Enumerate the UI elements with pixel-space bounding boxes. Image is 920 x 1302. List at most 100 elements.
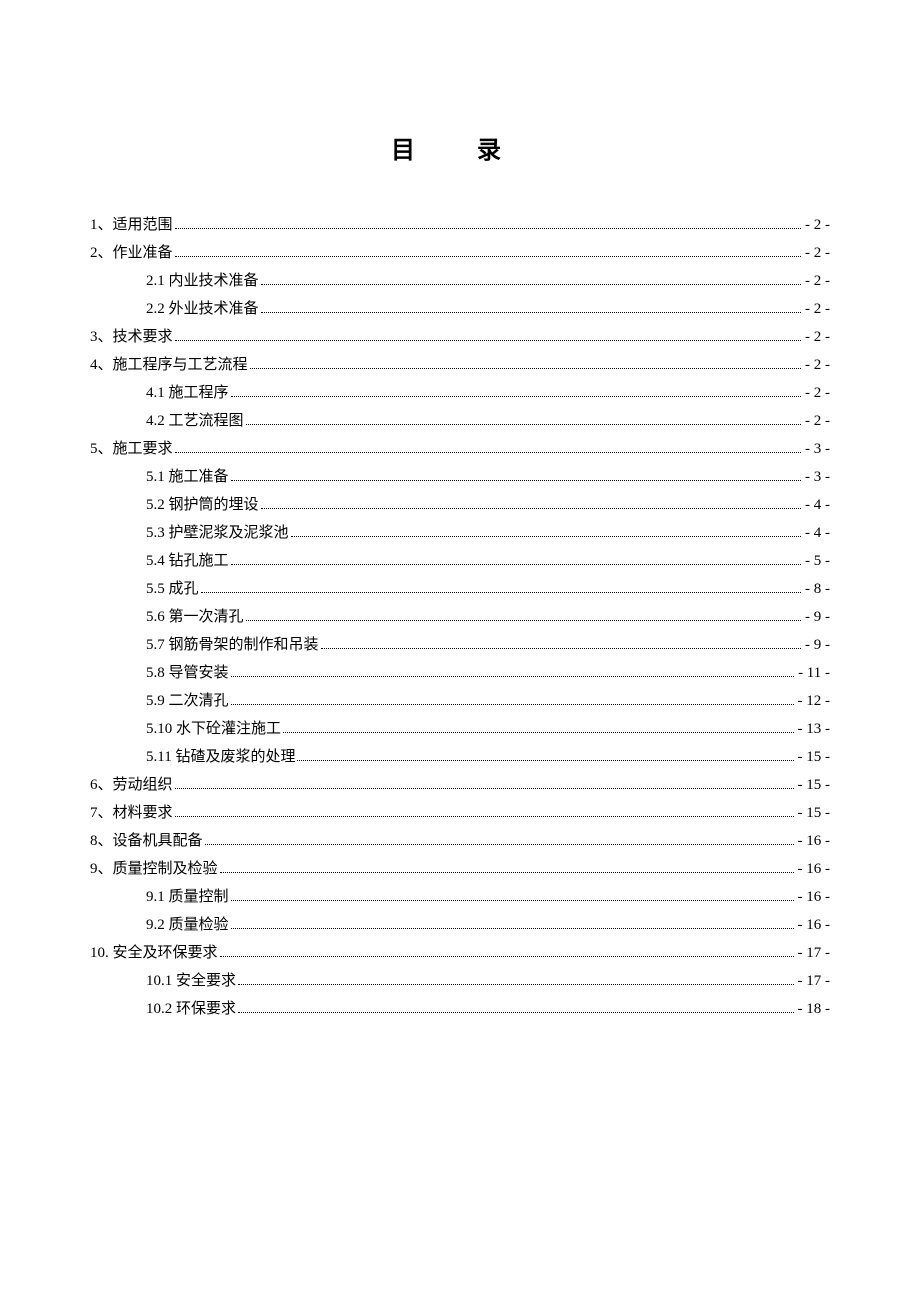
toc-entry: 8、设备机具配备 - 16 - — [90, 829, 830, 855]
toc-entry-label: 3、技术要求 — [90, 325, 173, 351]
toc-entry-page: - 2 - — [805, 241, 830, 267]
toc-leader-dots — [231, 396, 801, 397]
toc-leader-dots — [238, 984, 793, 985]
toc-leader-dots — [283, 732, 793, 733]
toc-entry: 5.8 导管安装 - 11 - — [90, 661, 830, 687]
toc-entry-page: - 2 - — [805, 213, 830, 239]
toc-leader-dots — [231, 704, 794, 705]
toc-entry-label: 10. 安全及环保要求 — [90, 941, 218, 967]
toc-entry: 5.4 钻孔施工- 5 - — [90, 549, 830, 575]
toc-entry: 6、劳动组织 - 15 - — [90, 773, 830, 799]
toc-entry-label: 2.2 外业技术准备 — [146, 297, 259, 323]
toc-leader-dots — [321, 648, 801, 649]
toc-leader-dots — [246, 424, 801, 425]
toc-entry: 5、施工要求- 3 - — [90, 437, 830, 463]
toc-entry: 2.2 外业技术准备 - 2 - — [90, 297, 830, 323]
toc-entry-page: - 2 - — [805, 409, 830, 435]
toc-leader-dots — [261, 284, 801, 285]
toc-entry: 4、施工程序与工艺流程- 2 - — [90, 353, 830, 379]
toc-entry-page: - 15 - — [798, 745, 831, 771]
toc-entry-label: 9.1 质量控制 — [146, 885, 229, 911]
toc-entry-label: 5.2 钢护筒的埋设 — [146, 493, 259, 519]
toc-leader-dots — [238, 1012, 793, 1013]
toc-entry-page: - 18 - — [798, 997, 831, 1023]
toc-entry: 4.2 工艺流程图 - 2 - — [90, 409, 830, 435]
toc-entry-page: - 4 - — [805, 493, 830, 519]
toc-entry: 5.6 第一次清孔 - 9 - — [90, 605, 830, 631]
toc-entry-label: 5.10 水下砼灌注施工 — [146, 717, 281, 743]
toc-entry-page: - 3 - — [805, 465, 830, 491]
document-title: 目 录 — [90, 130, 830, 165]
toc-entry: 5.2 钢护筒的埋设 - 4 - — [90, 493, 830, 519]
toc-leader-dots — [231, 564, 801, 565]
toc-entry-page: - 9 - — [805, 633, 830, 659]
toc-entry-label: 9、质量控制及检验 — [90, 857, 218, 883]
toc-entry: 10. 安全及环保要求 - 17 - — [90, 941, 830, 967]
toc-entry-page: - 2 - — [805, 297, 830, 323]
toc-entry: 7、材料要求- 15 - — [90, 801, 830, 827]
toc-entry-label: 2.1 内业技术准备 — [146, 269, 259, 295]
toc-entry: 9.2 质量检验 - 16 - — [90, 913, 830, 939]
toc-entry: 5.11 钻碴及废浆的处理 - 15 - — [90, 745, 830, 771]
toc-entry-label: 5.8 导管安装 — [146, 661, 229, 687]
toc-entry-label: 6、劳动组织 — [90, 773, 173, 799]
toc-entry-label: 5.7 钢筋骨架的制作和吊装 — [146, 633, 319, 659]
toc-entry-label: 5.5 成孔 — [146, 577, 199, 603]
toc-entry-label: 8、设备机具配备 — [90, 829, 203, 855]
toc-entry-page: - 4 - — [805, 521, 830, 547]
toc-leader-dots — [201, 592, 801, 593]
toc-entry-label: 1、适用范围 — [90, 213, 173, 239]
toc-entry: 5.5 成孔- 8 - — [90, 577, 830, 603]
toc-leader-dots — [231, 900, 794, 901]
toc-leader-dots — [250, 368, 801, 369]
toc-entry: 5.10 水下砼灌注施工 - 13 - — [90, 717, 830, 743]
toc-entry-page: - 13 - — [798, 717, 831, 743]
toc-entry: 5.1 施工准备 - 3 - — [90, 465, 830, 491]
toc-leader-dots — [231, 928, 794, 929]
toc-entry-page: - 2 - — [805, 325, 830, 351]
toc-leader-dots — [231, 676, 795, 677]
toc-leader-dots — [231, 480, 801, 481]
toc-entry-page: - 16 - — [798, 829, 831, 855]
toc-leader-dots — [175, 256, 801, 257]
toc-entry-page: - 3 - — [805, 437, 830, 463]
table-of-contents: 1、适用范围- 2 -2、作业准备- 2 -2.1 内业技术准备- 2 -2.2… — [90, 213, 830, 1023]
toc-entry-label: 5.11 钻碴及废浆的处理 — [146, 745, 295, 771]
toc-entry-page: - 11 - — [798, 661, 830, 687]
toc-entry-page: - 17 - — [798, 941, 831, 967]
toc-entry: 10.2 环保要求 - 18 - — [90, 997, 830, 1023]
toc-entry-label: 4.1 施工程序 — [146, 381, 229, 407]
toc-leader-dots — [175, 816, 794, 817]
toc-entry-label: 4.2 工艺流程图 — [146, 409, 244, 435]
toc-entry-page: - 2 - — [805, 381, 830, 407]
toc-entry: 5.3 护壁泥浆及泥浆池 - 4 - — [90, 521, 830, 547]
toc-entry: 5.7 钢筋骨架的制作和吊装 - 9 - — [90, 633, 830, 659]
toc-entry: 10.1 安全要求- 17 - — [90, 969, 830, 995]
toc-leader-dots — [297, 760, 793, 761]
toc-leader-dots — [261, 312, 801, 313]
toc-entry: 9、质量控制及检验 - 16 - — [90, 857, 830, 883]
toc-leader-dots — [246, 620, 801, 621]
toc-entry-page: - 15 - — [798, 773, 831, 799]
toc-entry: 2、作业准备 - 2 - — [90, 241, 830, 267]
toc-entry-label: 5.3 护壁泥浆及泥浆池 — [146, 521, 289, 547]
toc-entry: 2.1 内业技术准备- 2 - — [90, 269, 830, 295]
toc-entry-page: - 9 - — [805, 605, 830, 631]
toc-entry-label: 5.1 施工准备 — [146, 465, 229, 491]
toc-entry: 1、适用范围 - 2 - — [90, 213, 830, 239]
toc-entry-label: 10.1 安全要求 — [146, 969, 236, 995]
toc-entry-label: 2、作业准备 — [90, 241, 173, 267]
toc-entry-page: - 15 - — [798, 801, 831, 827]
toc-entry-page: - 5 - — [805, 549, 830, 575]
toc-entry-page: - 16 - — [798, 857, 831, 883]
toc-leader-dots — [220, 956, 794, 957]
toc-entry-page: - 16 - — [798, 913, 831, 939]
toc-leader-dots — [205, 844, 794, 845]
toc-entry-label: 9.2 质量检验 — [146, 913, 229, 939]
toc-leader-dots — [291, 536, 801, 537]
toc-entry-label: 5.6 第一次清孔 — [146, 605, 244, 631]
toc-leader-dots — [175, 788, 794, 789]
toc-leader-dots — [175, 228, 801, 229]
toc-entry-page: - 16 - — [798, 885, 831, 911]
toc-entry-label: 10.2 环保要求 — [146, 997, 236, 1023]
